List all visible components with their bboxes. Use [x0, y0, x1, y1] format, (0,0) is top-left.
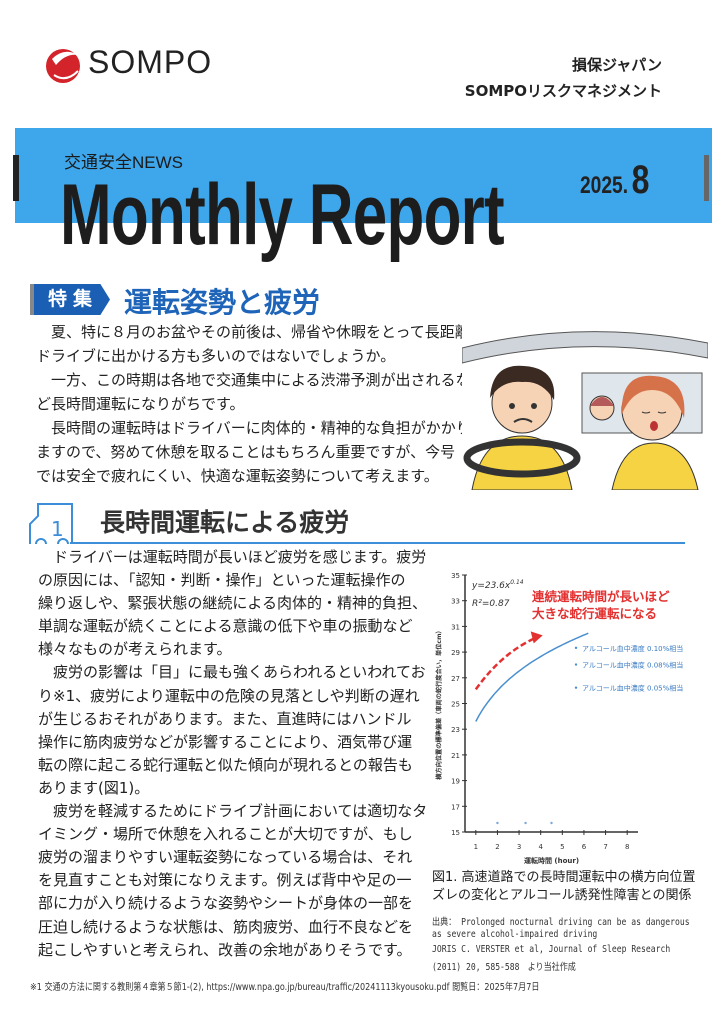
intro-line: ドライブに出かける方も多いのではないでしょうか。 [36, 347, 396, 365]
data-point [496, 821, 499, 825]
fit-curve [475, 632, 589, 722]
body-line: 圧迫し続けるような状態は、筋肉疲労、血行不良などを [38, 917, 414, 936]
x-tick-label: 6 [582, 843, 587, 851]
reference-label: アルコール血中濃度 0.08%相当 [582, 661, 683, 670]
section1-body: ドライバーは運転時間が長いほど疲労を感じます。疲労 の原因には、「認知・判断・操… [38, 546, 427, 962]
truck-number-icon: 1 [29, 503, 73, 545]
figure-source-line: 出典： Prolonged nocturnal driving can be a… [432, 917, 690, 928]
y-axis-label: 横方向位置の標準偏差（車両の蛇行度合い，単位cm） [435, 627, 443, 780]
fit-exponent: 0.14 [510, 579, 524, 586]
intro-line: 長時間の運転時はドライバーに肉体的・精神的な負担がかかり [36, 419, 471, 437]
footnote: ※1 交通の方法に関する教則第４章第５節1-(2), https://www.n… [30, 982, 540, 993]
chart-annotation: 大きな蛇行運転になる [532, 606, 657, 621]
news-series-label: 交通安全NEWS [64, 153, 183, 172]
body-line: の原因には、「認知・判断・操作」といった運転操作の [38, 571, 406, 590]
trend-arrow-head [530, 631, 543, 644]
driver-fatigue-illustration [462, 318, 708, 490]
y-tick-label: 25 [451, 701, 460, 709]
body-line: 疲労を軽減するためにドライブ計画においては適切なタ [38, 802, 428, 821]
intro-line: では安全で疲れにくい、快適な運転姿勢について考えます。 [36, 467, 439, 485]
feature-intro: 夏、特に８月のお盆やその前後は、帰省や休暇をとって長距離 ドライブに出かける方も… [36, 320, 471, 488]
x-axis-label: 運転時間 (hour) [524, 856, 579, 865]
sompo-logo-icon [46, 49, 80, 83]
logo-text: SOMPO [88, 44, 213, 80]
x-tick-label: 8 [625, 843, 629, 851]
body-line: を見直すことも対策になりえます。例えば背中や足の一 [38, 871, 412, 890]
body-line: 疲労の溜まりやすい運転姿勢になっている場合は、それ [38, 848, 413, 867]
y-tick-label: 35 [451, 572, 460, 580]
y-tick-label: 29 [451, 649, 460, 657]
company-name-sompo-risk: SOMPOリスクマネジメント [464, 82, 662, 100]
section-underline [70, 542, 685, 544]
body-line: 操作に筋肉疲労などが影響することにより、酒気帯び運 [38, 732, 413, 751]
body-line: 繰り返しや、緊張状態の継続による肉体的・精神的負担、 [38, 594, 427, 613]
y-tick-label: 27 [451, 675, 460, 683]
reference-label: アルコール血中濃度 0.10%相当 [582, 644, 683, 653]
section-number: 1 [51, 517, 64, 541]
y-tick-label: 19 [451, 778, 460, 786]
intro-line: 夏、特に８月のお盆やその前後は、帰省や休暇をとって長距離 [36, 323, 470, 341]
y-tick-label: 17 [451, 803, 460, 811]
intro-line: ますので、努めて休憩を取ることはもちろん重要ですが、今号 [36, 443, 456, 461]
chart-annotation: 連続運転時間が長いほど [532, 589, 670, 604]
x-tick-label: 4 [538, 843, 543, 851]
body-line: あります(図1)。 [38, 778, 150, 797]
company-name-sompo-japan: 損保ジャパン [571, 56, 662, 74]
data-point [524, 821, 527, 825]
title-banner [15, 128, 712, 223]
figure-source-line: (2011) 20, 585-588 より当社作成 [432, 962, 576, 973]
banner-left-bar [13, 155, 19, 201]
y-tick-label: 15 [451, 829, 460, 837]
body-line: ドライバーは運転時間が長いほど疲労を感じます。疲労 [38, 548, 427, 566]
fit-equation: y=23.6x0.14 [471, 579, 524, 591]
body-line: 単調な運転が続くことによる意識の低下や車の振動など [38, 617, 413, 636]
section-title: 長時間運転による疲労 [100, 508, 350, 537]
body-line: が生じるおそれがあります。また、直進時にはハンドル [38, 709, 412, 728]
issue-date: 2025. 8 [580, 158, 649, 203]
data-point [550, 821, 553, 825]
report-title: Monthly Report [60, 167, 505, 263]
x-tick-label: 7 [603, 843, 607, 851]
feature-title: 運転姿勢と疲労 [124, 286, 321, 319]
figure-caption-line: ズレの変化とアルコール誘発性障害との関係 [432, 888, 692, 903]
body-line: 起こしやすいと考えられ、改善の余地がありそうです。 [38, 940, 412, 959]
r-squared: R²=0.87 [472, 599, 510, 609]
reference-marker [574, 663, 578, 666]
body-line: 転の際に起こる蛇行運転と似た傾向が現れるとの報告も [38, 755, 413, 774]
y-tick-label: 21 [451, 752, 460, 760]
reference-label: アルコール血中濃度 0.05%相当 [582, 684, 683, 693]
x-tick-label: 1 [474, 843, 478, 851]
body-line: イミング・場所で休憩を入れることが大切ですが、もし [38, 825, 413, 844]
body-line: り※1、疲労により運転中の危険の見落としや判断の遅れ [38, 686, 420, 705]
y-tick-label: 33 [451, 598, 460, 606]
intro-line: ど長時間運転になりがちです。 [36, 395, 245, 413]
figure-source-line: as severe alcohol-impaired driving [432, 929, 598, 940]
reference-marker [574, 646, 578, 650]
reference-marker [574, 686, 578, 689]
feature-tag: 特集 [30, 284, 110, 315]
issue-month: 8 [631, 158, 650, 202]
x-tick-label: 5 [560, 843, 564, 851]
x-tick-label: 2 [495, 843, 499, 851]
x-tick-label: 3 [517, 843, 521, 851]
y-tick-label: 31 [451, 623, 460, 631]
body-line: 疲労の影響は「目」に最も強くあらわれるといわれてお [38, 663, 426, 682]
body-line: 様々なものが考えられます。 [38, 640, 232, 659]
banner-right-bar [704, 155, 709, 201]
trend-arrow-line [474, 636, 538, 691]
body-line: 部に力が入り続けるような姿勢やシートが身体の一部を [38, 894, 414, 913]
issue-year: 2025. [580, 172, 629, 199]
intro-line: 一方、この時期は各地で交通集中による渋滞予測が出されるな [36, 371, 471, 389]
figure-source-line: JORIS C. VERSTER et al, Journal of Sleep… [432, 944, 671, 955]
y-tick-label: 23 [451, 726, 460, 734]
figure-caption-line: 図1. 高速道路での長時間運転中の横方向位置 [432, 870, 696, 885]
